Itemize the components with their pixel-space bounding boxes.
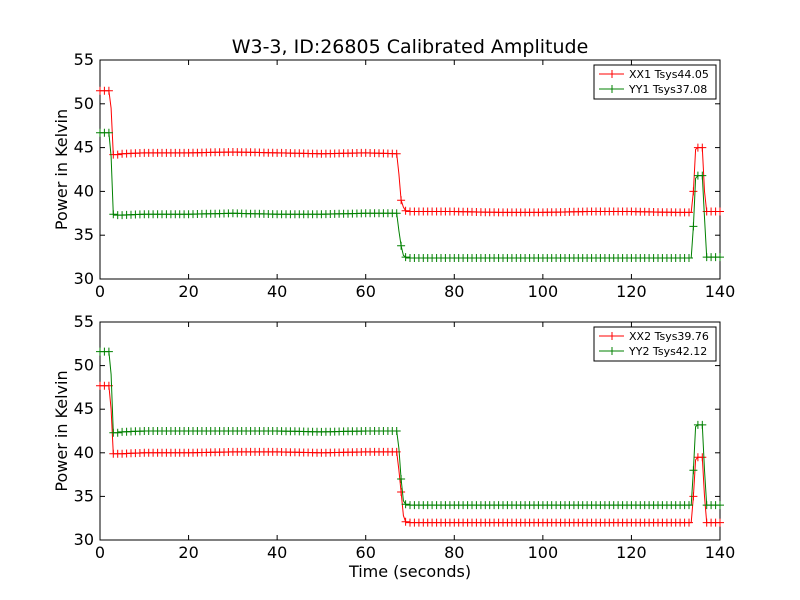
y-tick-label: 40 <box>74 181 94 200</box>
series-markers-2 <box>96 347 724 510</box>
x-tick-label: 60 <box>356 282 376 301</box>
x-tick-label: 60 <box>356 543 376 562</box>
x-tick-label: 100 <box>528 543 559 562</box>
y-axis-label: Power in Kelvin <box>52 370 71 491</box>
x-tick-label: 140 <box>705 543 736 562</box>
y-axis-label: Power in Kelvin <box>52 109 71 230</box>
y-tick-label: 50 <box>74 356 94 375</box>
legend-label-1: XX2 Tsys39.76 <box>629 330 709 343</box>
x-tick-label: 80 <box>444 282 464 301</box>
x-tick-label: 80 <box>444 543 464 562</box>
legend-marker-2 <box>608 347 616 355</box>
x-tick-label: 140 <box>705 282 736 301</box>
y-tick-label: 50 <box>74 94 94 113</box>
x-tick-label: 0 <box>95 282 105 301</box>
series-markers-1 <box>96 86 724 217</box>
legend-marker-1 <box>608 332 616 340</box>
y-tick-label: 55 <box>74 50 94 69</box>
legend-marker-1 <box>608 70 616 78</box>
legend-label-2: YY1 Tsys37.08 <box>628 83 707 96</box>
y-tick-label: 30 <box>74 530 94 549</box>
x-tick-label: 20 <box>178 543 198 562</box>
y-tick-label: 30 <box>74 269 94 288</box>
y-tick-label: 40 <box>74 443 94 462</box>
bottom-subplot: 0 20 40 60 80 100 120 140 30 35 40 45 50 55 Power in K… <box>52 312 735 581</box>
x-tick-label: 100 <box>528 282 559 301</box>
x-tick-label: 20 <box>178 282 198 301</box>
y-tick-label: 35 <box>74 486 94 505</box>
y-tick-label: 45 <box>74 399 94 418</box>
top-subplot: 0 20 40 60 80 100 120 140 30 35 40 45 50 55 Power in K… <box>52 50 735 301</box>
y-tick-label: 55 <box>74 312 94 331</box>
series-markers-2 <box>96 128 724 262</box>
legend <box>593 64 717 100</box>
y-tick-label: 45 <box>74 138 94 157</box>
x-tick-label: 0 <box>95 543 105 562</box>
chart-title: W3-3, ID:26805 Calibrated Amplitude <box>232 36 589 58</box>
series-markers-1 <box>96 381 724 527</box>
x-axis-label: Time (seconds) <box>348 562 471 581</box>
legend <box>593 326 717 362</box>
x-tick-label: 120 <box>616 282 647 301</box>
legend-label-1: XX1 Tsys44.05 <box>629 68 709 81</box>
legend-label-2: YY2 Tsys42.12 <box>628 345 707 358</box>
x-tick-label: 40 <box>267 543 287 562</box>
x-tick-label: 40 <box>267 282 287 301</box>
y-tick-label: 35 <box>74 225 94 244</box>
x-tick-label: 120 <box>616 543 647 562</box>
legend-marker-2 <box>608 85 616 93</box>
